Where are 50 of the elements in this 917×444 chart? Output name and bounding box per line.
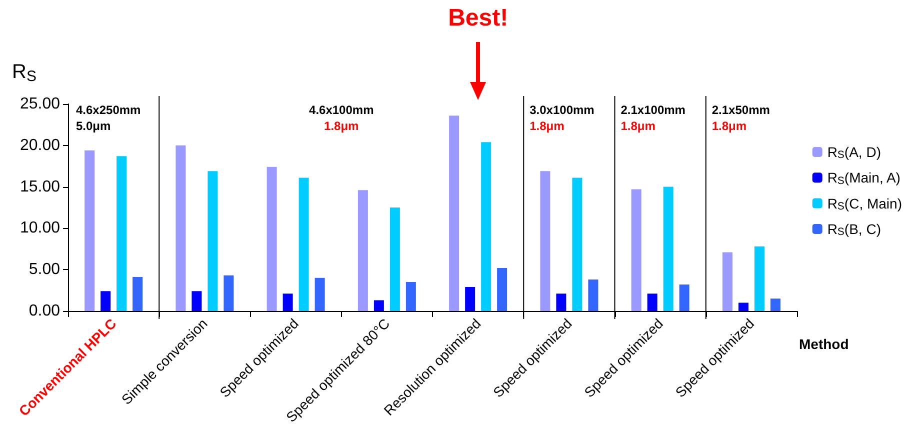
bar: [406, 282, 416, 311]
bar: [176, 145, 186, 311]
annotation: 1.8μm: [530, 119, 564, 133]
annotation: 1.8μm: [324, 119, 359, 133]
bar: [314, 278, 325, 311]
annotation: 4.6x100mm: [309, 103, 374, 117]
y-tick-label: 25.00: [20, 96, 60, 112]
bar: [100, 291, 111, 311]
bar: [481, 142, 492, 311]
annotation: 2.1x100mm: [620, 103, 686, 117]
bar: [588, 280, 598, 311]
x-axis-title: Method: [799, 336, 849, 352]
annotation: 4.6x250mm: [76, 103, 141, 117]
bar: [266, 166, 277, 311]
bar: [770, 298, 780, 311]
y-tick-label: 5.00: [28, 261, 60, 278]
bar: [540, 171, 550, 311]
bar: [282, 294, 293, 311]
y-tick-label: 15.00: [20, 178, 60, 196]
annotation: 3.0x100mm: [530, 103, 594, 117]
bar: [679, 284, 690, 311]
bar: [572, 178, 582, 311]
bar: [631, 189, 642, 311]
bar: [722, 252, 732, 311]
y-tick-label: 0.00: [28, 302, 60, 320]
bar: [556, 294, 566, 311]
bar: [465, 286, 476, 311]
annotation: 1.8μm: [712, 119, 747, 133]
bar: [754, 246, 764, 311]
y-tick-label: 10.00: [20, 220, 60, 237]
bar: [358, 190, 368, 311]
bar: [663, 186, 674, 311]
bar: [208, 171, 218, 311]
bar: [738, 302, 748, 311]
bar: [224, 275, 234, 311]
bar: [647, 294, 658, 311]
annotation: 5.0μm: [76, 119, 111, 133]
y-tick-label: 20.00: [20, 136, 60, 154]
bar: [390, 208, 400, 311]
bar: [449, 116, 460, 311]
bar: [132, 277, 143, 311]
bar: [374, 300, 384, 311]
text: Best!: [448, 4, 508, 32]
bar: [116, 156, 127, 311]
bar: [497, 268, 508, 311]
annotation: 2.1x50mm: [712, 103, 770, 117]
bar: [192, 291, 202, 311]
bar: [298, 178, 309, 311]
annotation: 1.8μm: [620, 119, 656, 133]
bar: [84, 150, 95, 311]
